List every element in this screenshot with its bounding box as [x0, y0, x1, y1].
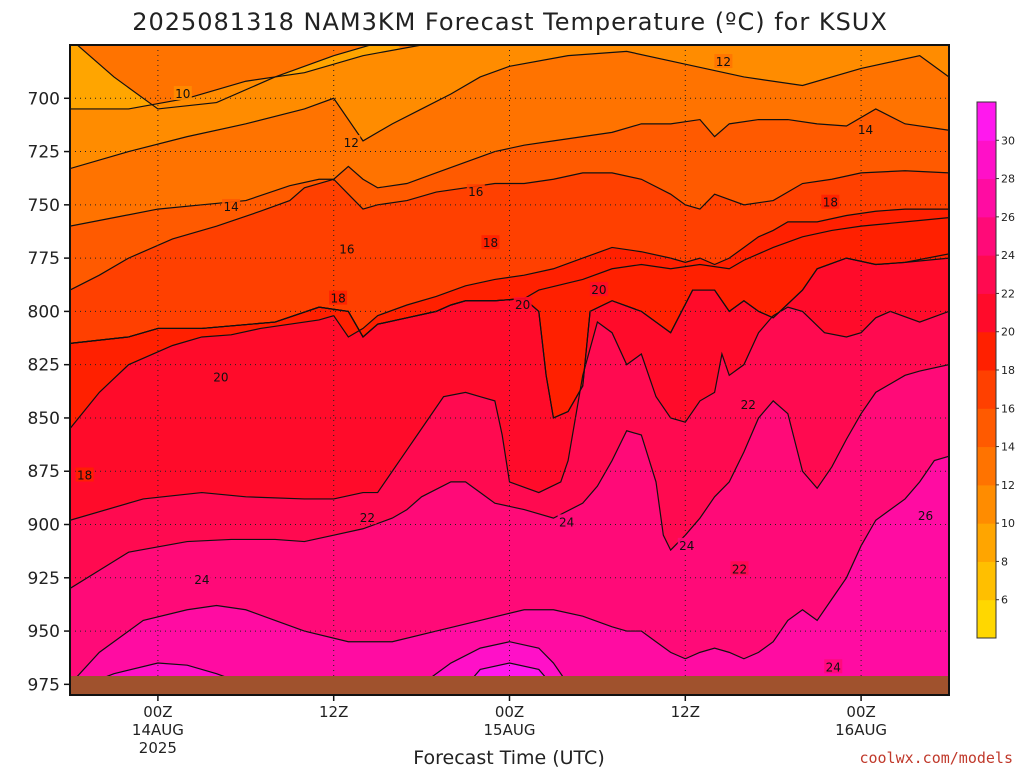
isotherm-10: [70, 45, 425, 110]
colorbar-tick-label: 18: [1001, 364, 1015, 377]
plot-area: 10 12 12 14 14 16 16 18 18 18 18 20 20 20 22 22 22 24 24 24…: [70, 45, 949, 695]
x-tick-label: 12Z: [319, 703, 348, 721]
contour-label: 20: [213, 370, 228, 384]
dotted-grid: [70, 45, 949, 695]
contour-18: [70, 208, 949, 430]
colorbar-tick-label: 26: [1001, 211, 1015, 224]
colorbar-tick-label: 22: [1001, 287, 1015, 300]
y-tick-label: 750: [28, 196, 60, 216]
colorbar-swatch: [977, 178, 996, 218]
contour-26: [70, 455, 949, 695]
credit-text[interactable]: coolwx.com/models: [859, 749, 1013, 767]
contour-label: 16: [339, 243, 354, 257]
contour-22: [70, 306, 949, 695]
x-axis-label: Forecast Time (UTC): [413, 747, 604, 768]
colorbar-tick-label: 24: [1001, 249, 1015, 262]
contour-label: 18: [330, 292, 345, 306]
y-tick-label: 775: [28, 249, 60, 269]
contour-label: 22: [360, 511, 375, 525]
contour-labels: 10 12 12 14 14 16 16 18 18 18 18 20 20 20 22 22 22 24 24 24…: [75, 54, 935, 674]
colorbar-swatch: [977, 293, 996, 333]
x-tick-label: 15AUG: [484, 721, 536, 739]
contour-label: 24: [679, 539, 694, 553]
colorbar-tick-label: 12: [1001, 479, 1015, 492]
contour-label: 12: [344, 136, 359, 150]
colorbar-swatch: [977, 599, 996, 639]
y-tick-label: 875: [28, 462, 60, 482]
contour-28: [70, 641, 570, 692]
y-tick-label: 950: [28, 622, 60, 642]
x-tick-label: 00Z: [143, 703, 172, 721]
region-26: [70, 456, 949, 695]
pressure-axis: 700 725 750 775 800 825 850 875 900 925 950 975: [28, 89, 70, 695]
contour-label: 20: [591, 283, 606, 297]
colorbar-swatch: [977, 484, 996, 524]
contour-label: 16: [468, 185, 483, 199]
y-tick-label: 925: [28, 569, 60, 589]
colorbar: 6 8 10 12 14 16 18 20 22 24 26 28 30: [976, 101, 1015, 639]
contour-label: 18: [483, 236, 498, 250]
contour-label: 10: [175, 87, 190, 101]
x-tick-label: 00Z: [846, 703, 875, 721]
y-tick-label: 800: [28, 302, 60, 322]
colorbar-tick-label: 6: [1001, 594, 1008, 607]
contour-label: 22: [741, 398, 756, 412]
colorbar-tick-label: 14: [1001, 441, 1015, 454]
y-tick-label: 900: [28, 516, 60, 536]
colorbar-swatch: [977, 446, 996, 486]
colorbar-swatch: [977, 140, 996, 180]
x-tick-label: 16AUG: [835, 721, 887, 739]
contour-label: 14: [224, 200, 239, 214]
colorbar-swatch: [977, 216, 996, 256]
isotherm-12: [70, 50, 949, 170]
contour-label: 22: [732, 562, 747, 576]
colorbar-tick-label: 20: [1001, 326, 1015, 339]
isotherm-14: [70, 108, 949, 227]
contour-label: 18: [823, 196, 838, 210]
y-tick-label: 975: [28, 675, 60, 695]
colorbar-tick-label: 16: [1001, 402, 1015, 415]
colorbar-tick-label: 10: [1001, 517, 1015, 530]
x-tick-label: 2025: [139, 739, 177, 757]
isotherm-16: [70, 170, 949, 291]
colorbar-tick-label: 30: [1001, 134, 1015, 147]
x-tick-label: 12Z: [671, 703, 700, 721]
region-24: [70, 364, 949, 695]
colorbar-swatch: [977, 331, 996, 371]
contour-label: 18: [77, 468, 92, 482]
colorbar-swatch: [977, 370, 996, 409]
contour-label: 24: [559, 515, 574, 529]
colorbar-swatch: [977, 102, 996, 141]
colorbar-swatch: [977, 523, 996, 562]
colorbar-tick-label: 28: [1001, 173, 1015, 186]
y-tick-label: 850: [28, 409, 60, 429]
contour-label: 26: [918, 509, 933, 523]
contour-label: 24: [826, 660, 841, 674]
contour-label: 14: [858, 123, 873, 137]
colorbar-swatch: [977, 255, 996, 294]
contour-lines: [70, 45, 949, 695]
x-tick-label: 00Z: [495, 703, 524, 721]
ground-layer: [70, 676, 949, 695]
colorbar-tick-label: 8: [1001, 555, 1008, 568]
y-tick-label: 700: [28, 89, 60, 109]
x-tick-label: 14AUG: [132, 721, 184, 739]
contour-label: 12: [716, 55, 731, 69]
region-18: [70, 209, 949, 429]
contour-label: 24: [194, 573, 209, 587]
chart-title: 2025081318 NAM3KM Forecast Temperature (…: [132, 8, 888, 36]
colorbar-swatch: [977, 561, 996, 601]
contour-24: [70, 364, 949, 695]
contour-label: 20: [515, 298, 530, 312]
colorbar-swatch: [977, 408, 996, 448]
y-tick-label: 725: [28, 143, 60, 163]
y-tick-label: 825: [28, 356, 60, 376]
